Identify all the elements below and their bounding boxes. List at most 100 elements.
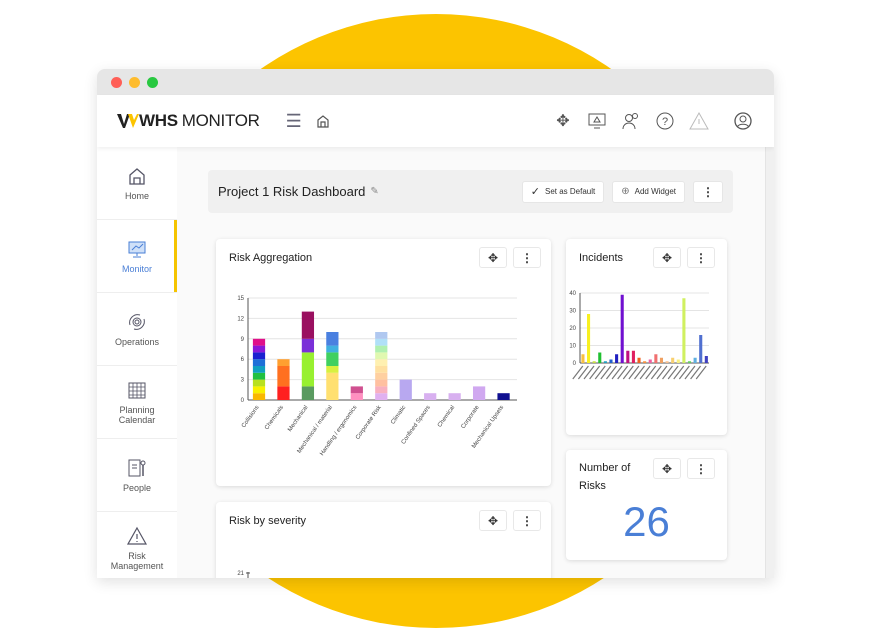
bar-segment xyxy=(375,345,388,353)
bar xyxy=(648,359,652,363)
monitor-alert-icon[interactable] xyxy=(586,110,608,132)
bar-segment xyxy=(375,379,388,387)
dashboard-header: Project 1 Risk Dashboard ✎ ✓ Set as Defau… xyxy=(208,170,733,213)
sidebar-item-people[interactable]: People xyxy=(97,439,177,512)
bar-segment xyxy=(277,359,290,366)
y-tick-label: 40 xyxy=(569,291,576,297)
close-window-button[interactable] xyxy=(111,76,122,88)
bar xyxy=(699,335,703,363)
widget-title: Risk Aggregation xyxy=(229,252,313,264)
sidebar-item-label: Planning Calendar xyxy=(118,405,156,425)
x-tick-label-mark xyxy=(695,365,707,380)
bar-segment xyxy=(277,366,290,387)
bar-segment xyxy=(326,366,339,373)
set-as-default-button[interactable]: ✓ Set as Default xyxy=(521,180,605,203)
bar-segment xyxy=(252,372,266,380)
sidebar-item-home[interactable]: Home xyxy=(97,147,177,220)
minimize-window-button[interactable] xyxy=(129,76,140,88)
widget-menu-button[interactable]: ⋮ xyxy=(687,247,715,268)
account-icon[interactable] xyxy=(732,110,754,132)
bar xyxy=(609,359,613,363)
sidebar-item-planning-calendar[interactable]: Planning Calendar xyxy=(97,366,177,439)
bar-segment xyxy=(375,372,388,380)
x-tick-label-mark xyxy=(639,365,651,380)
menu-icon[interactable]: ☰ xyxy=(285,110,302,131)
x-tick-label-mark xyxy=(634,365,645,380)
sidebar: Home Monitor Operations Planning Calendar Pe… xyxy=(97,147,177,578)
sidebar-item-label: Monitor xyxy=(121,264,152,274)
x-tick-label-mark xyxy=(577,365,589,380)
sidebar-item-risk-management[interactable]: Risk Management xyxy=(97,512,177,578)
warning-icon[interactable] xyxy=(688,110,710,132)
scrollbar[interactable] xyxy=(765,147,774,578)
bar-segment xyxy=(326,372,339,400)
bar xyxy=(671,357,675,363)
maximize-window-button[interactable] xyxy=(147,76,158,88)
calendar-icon xyxy=(128,382,146,399)
y-tick-label: 21 xyxy=(237,571,244,577)
widget-menu-button[interactable]: ⋮ xyxy=(513,247,541,268)
help-icon[interactable]: ? xyxy=(654,110,676,132)
y-tick-label: 20 xyxy=(569,326,576,332)
sidebar-item-monitor[interactable]: Monitor xyxy=(97,220,177,293)
bar xyxy=(687,361,692,363)
bar-segment xyxy=(350,386,363,394)
x-tick-label-mark xyxy=(667,365,679,380)
home-icon[interactable] xyxy=(316,114,330,128)
bar xyxy=(637,357,641,363)
bar xyxy=(643,361,647,363)
bar xyxy=(631,350,635,363)
bar-segment xyxy=(252,352,266,360)
x-tick-label-mark xyxy=(611,365,623,380)
move-widget-button[interactable]: ✥ xyxy=(479,247,507,268)
x-tick-label: Climatic xyxy=(390,405,407,426)
bar xyxy=(682,298,686,363)
x-tick-label: Chemical xyxy=(437,405,456,429)
number-of-risks-widget: Number of Risks ✥ ⋮ 26 xyxy=(566,450,727,560)
widget-menu-button[interactable]: ⋮ xyxy=(687,458,715,479)
main-content: Project 1 Risk Dashboard ✎ ✓ Set as Defau… xyxy=(177,147,765,578)
widget-menu-button[interactable]: ⋮ xyxy=(513,510,541,531)
bar-segment xyxy=(448,393,461,400)
y-tick-label: 6 xyxy=(241,357,245,363)
bar-segment xyxy=(301,352,315,387)
add-widget-button[interactable]: ⊕ Add Widget xyxy=(612,180,685,203)
logo-icon xyxy=(117,114,139,128)
check-icon: ✓ xyxy=(530,186,540,198)
y-tick-label: 30 xyxy=(569,309,576,315)
sidebar-item-operations[interactable]: Operations xyxy=(97,293,177,366)
bar-segment xyxy=(301,386,315,400)
widget-title: Risk by severity xyxy=(229,515,307,527)
bar-segment xyxy=(375,352,388,360)
edit-title-icon[interactable]: ✎ xyxy=(370,186,379,197)
x-tick-label: Corporate xyxy=(461,404,482,430)
x-tick-label-mark xyxy=(690,365,702,380)
add-widget-label: Add Widget xyxy=(634,187,676,196)
x-tick-label: Chemicals xyxy=(264,405,285,431)
bar-segment xyxy=(424,393,437,400)
move-widget-button[interactable]: ✥ xyxy=(653,458,681,479)
app-header: WHS MONITOR ☰ ✥ ? xyxy=(97,95,774,147)
dashboard-more-button[interactable]: ⋮ xyxy=(693,180,723,203)
move-widget-button[interactable]: ✥ xyxy=(653,247,681,268)
bar-segment xyxy=(375,393,388,400)
bar-segment xyxy=(472,386,486,400)
bar xyxy=(592,361,596,363)
x-tick-label: Corporate Risk xyxy=(355,404,383,441)
user-settings-icon[interactable] xyxy=(620,110,642,132)
operations-icon xyxy=(129,314,145,330)
warning-icon xyxy=(126,526,148,545)
move-widget-button[interactable]: ✥ xyxy=(479,510,507,531)
move-icon[interactable]: ✥ xyxy=(556,113,570,130)
x-tick-label-mark xyxy=(678,365,690,380)
bar xyxy=(587,314,591,363)
bar-segment xyxy=(301,311,315,339)
bar-segment xyxy=(326,332,339,346)
x-tick-label-mark xyxy=(656,365,668,380)
x-tick-label-mark xyxy=(622,365,634,380)
logo[interactable]: WHS MONITOR xyxy=(117,111,260,131)
bar-segment xyxy=(375,332,388,339)
y-tick-label: 9 xyxy=(241,337,245,343)
sidebar-item-label: People xyxy=(122,483,152,493)
bar-segment xyxy=(252,359,266,366)
